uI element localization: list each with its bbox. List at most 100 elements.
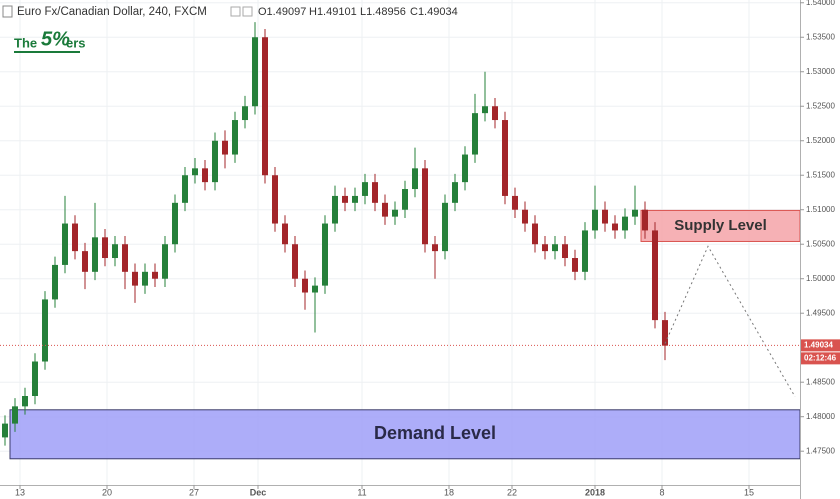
candle-body: [572, 258, 578, 272]
candle-body: [12, 406, 18, 424]
candle-body: [552, 244, 558, 252]
candle-body: [362, 182, 368, 196]
timer-box: [801, 352, 840, 365]
candle-body: [52, 264, 58, 300]
candle-body: [422, 168, 428, 245]
ohlc-high: H1.49101: [309, 6, 357, 18]
candle-body: [122, 244, 128, 272]
candle-body: [522, 209, 528, 224]
x-tick-label: 15: [744, 487, 754, 497]
candle-body: [452, 182, 458, 203]
candle-body: [332, 195, 338, 224]
logo: The 5% ers: [14, 28, 86, 53]
candle-body: [242, 106, 248, 121]
candle-body: [502, 120, 508, 196]
candle-body: [72, 223, 78, 252]
candle-body: [302, 278, 308, 293]
candle-body: [162, 244, 168, 279]
candle-body: [262, 37, 268, 176]
y-tick-label: 1.53000: [806, 67, 835, 76]
x-tick-label: Dec: [250, 487, 267, 497]
candle-body: [402, 189, 408, 210]
candle-body: [432, 244, 438, 252]
candle-body: [442, 202, 448, 252]
candle-body: [662, 320, 668, 346]
x-tick-label: 22: [507, 487, 517, 497]
candle-body: [622, 216, 628, 231]
candle-body: [82, 251, 88, 272]
candle-body: [382, 202, 388, 217]
candle-body: [472, 113, 478, 155]
y-tick-label: 1.51500: [806, 170, 835, 179]
x-tick-label: 18: [444, 487, 454, 497]
zones: [9, 209, 801, 460]
symbol-icon: [2, 5, 13, 18]
candle-body: [352, 195, 358, 203]
y-tick-label: 1.51000: [806, 205, 835, 214]
ohlc-open: O1.49097: [258, 6, 306, 18]
candle-body: [322, 223, 328, 286]
header-icon: [242, 6, 253, 17]
candle-body: [102, 237, 108, 259]
axes: 1.54000 1.53500 1.53000 1.52500 1.52000 1.515…: [15, 0, 840, 497]
candle-body: [172, 202, 178, 245]
projection-line: [664, 245, 796, 397]
y-tick-label: 1.52000: [806, 136, 835, 145]
chart-title: Euro Fx/Canadian Dollar, 240, FXCM: [17, 6, 207, 18]
zone: [640, 209, 801, 242]
candle-body: [252, 37, 258, 107]
header: Euro Fx/Canadian Dollar, 240, FXCM O1.49…: [2, 5, 458, 18]
candle-body: [462, 154, 468, 183]
candle-body: [542, 244, 548, 252]
y-tick-label: 1.48500: [806, 377, 835, 386]
candle-body: [132, 271, 138, 286]
x-tick-label: 27: [189, 487, 199, 497]
candles: [2, 22, 668, 446]
ohlc-close: C1.49034: [410, 6, 458, 18]
candle-body: [282, 223, 288, 245]
y-tick-label: 1.50500: [806, 239, 835, 248]
candle-body: [32, 361, 38, 397]
logo-accent: 5%: [41, 28, 70, 50]
y-tick-label: 1.50000: [806, 274, 835, 283]
candle-body: [612, 223, 618, 231]
candle-body: [222, 140, 228, 155]
x-tick-label: 20: [102, 487, 112, 497]
y-tick-label: 1.49500: [806, 308, 835, 317]
candle-body: [652, 230, 658, 321]
candle-body: [2, 423, 8, 438]
y-tick-label: 1.54000: [806, 0, 835, 7]
candle-body: [152, 271, 158, 279]
timer-label: 02:12:46: [804, 353, 837, 362]
logo-the: The: [14, 35, 37, 50]
candle-body: [492, 106, 498, 121]
candle-body: [292, 244, 298, 279]
candle-body: [412, 168, 418, 190]
candle-body: [22, 396, 28, 407]
candle-body: [232, 120, 238, 155]
zone: [9, 409, 801, 460]
candle-body: [512, 195, 518, 210]
candle-body: [342, 195, 348, 203]
zone-label: Supply Level: [674, 217, 767, 234]
candle-body: [562, 244, 568, 259]
y-tick-label: 1.52500: [806, 101, 835, 110]
x-tick-label: 2018: [585, 487, 605, 497]
candle-body: [592, 209, 598, 231]
header-icon: [230, 6, 241, 17]
candle-body: [642, 209, 648, 231]
candle-body: [212, 140, 218, 183]
ohlc-low: L1.48956: [360, 6, 406, 18]
y-tick-label: 1.47500: [806, 446, 835, 455]
candle-body: [92, 237, 98, 272]
last-price-box: [801, 339, 840, 352]
last-price-label: 1.49034: [804, 340, 833, 349]
y-tick-label: 1.53500: [806, 32, 835, 41]
candle-body: [632, 209, 638, 217]
candle-body: [202, 168, 208, 183]
candle-body: [42, 299, 48, 362]
zone-label: Demand Level: [374, 423, 496, 443]
candle-body: [532, 223, 538, 245]
logo-ers: ers: [66, 35, 86, 50]
